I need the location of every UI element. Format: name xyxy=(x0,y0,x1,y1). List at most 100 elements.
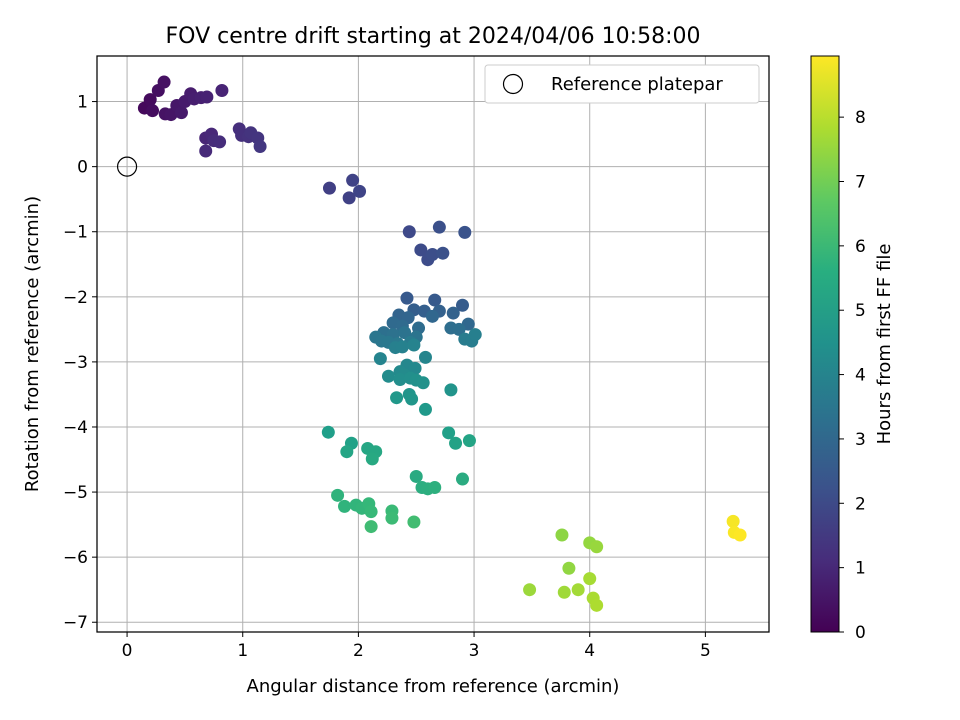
plot-frame xyxy=(96,55,770,633)
colorbar-ticks: 0 1 2 3 4 5 6 7 8 xyxy=(839,108,866,643)
data-point xyxy=(338,499,352,513)
legend-box xyxy=(484,64,760,104)
data-points xyxy=(137,75,747,612)
data-point xyxy=(407,515,421,529)
data-point xyxy=(146,104,160,118)
colorbar-tick-label: 5 xyxy=(855,301,866,321)
data-point xyxy=(428,293,442,307)
chart-title: FOV centre drift starting at 2024/04/06 … xyxy=(166,24,701,49)
y-tick-label: −2 xyxy=(63,288,88,308)
data-point xyxy=(215,83,229,97)
data-point xyxy=(462,434,476,448)
data-point xyxy=(455,298,469,312)
legend-label: Reference platepar xyxy=(551,74,723,95)
reference-platepar-marker xyxy=(116,156,138,177)
data-point xyxy=(322,181,336,195)
data-point xyxy=(468,328,482,342)
data-point xyxy=(393,372,407,386)
data-point xyxy=(400,291,414,305)
data-point xyxy=(436,246,450,260)
colorbar xyxy=(810,55,840,633)
x-axis-label: Angular distance from reference (arcmin) xyxy=(247,676,620,697)
colorbar-tick-label: 0 xyxy=(855,623,866,643)
data-point xyxy=(557,585,571,599)
data-point xyxy=(425,309,439,323)
x-tick-label: 5 xyxy=(700,641,711,661)
colorbar-tick-label: 6 xyxy=(855,237,866,257)
colorbar-tick-label: 2 xyxy=(855,494,866,514)
colorbar-tick-label: 4 xyxy=(855,366,866,386)
y-tick-label: 1 xyxy=(77,93,88,113)
grid xyxy=(97,56,769,632)
data-point xyxy=(523,583,537,597)
data-point xyxy=(321,425,335,439)
data-point xyxy=(340,445,354,459)
x-tick-label: 4 xyxy=(584,641,595,661)
data-point xyxy=(381,369,395,383)
data-point xyxy=(253,139,267,153)
data-point xyxy=(452,322,466,336)
data-point xyxy=(418,350,432,364)
colorbar-tick-label: 7 xyxy=(855,172,866,192)
data-point xyxy=(408,361,422,375)
data-point xyxy=(143,93,157,107)
x-axis-ticks: 0 1 2 3 4 5 xyxy=(122,632,711,661)
data-point xyxy=(398,326,412,340)
x-tick-label: 1 xyxy=(237,641,248,661)
y-tick-label: −3 xyxy=(63,353,88,373)
data-point xyxy=(590,598,604,612)
data-point xyxy=(409,469,423,483)
reference-marker-group xyxy=(116,156,138,177)
data-point xyxy=(373,352,387,366)
data-point xyxy=(562,561,576,575)
data-point xyxy=(342,191,356,205)
data-point xyxy=(346,173,360,187)
data-point xyxy=(555,528,569,542)
data-point xyxy=(571,583,585,597)
data-point xyxy=(365,452,379,466)
data-point xyxy=(416,376,430,390)
y-tick-label: −5 xyxy=(63,483,88,503)
data-point xyxy=(428,481,442,495)
data-point xyxy=(444,383,458,397)
data-point xyxy=(446,306,460,320)
y-axis-label: Rotation from reference (arcmin) xyxy=(22,196,43,492)
data-point xyxy=(353,184,367,198)
data-point xyxy=(402,225,416,239)
y-tick-label: −4 xyxy=(63,418,88,438)
data-point xyxy=(418,402,432,416)
data-point xyxy=(590,540,604,554)
colorbar-tick-label: 1 xyxy=(855,559,866,579)
data-point xyxy=(449,436,463,450)
data-point xyxy=(458,225,472,239)
x-tick-label: 2 xyxy=(353,641,364,661)
x-tick-label: 0 xyxy=(122,641,133,661)
data-point xyxy=(157,75,171,89)
y-tick-label: −1 xyxy=(63,223,88,243)
y-tick-label: −6 xyxy=(63,548,88,568)
x-tick-label: 3 xyxy=(469,641,480,661)
data-point xyxy=(407,338,421,352)
data-point xyxy=(364,520,378,534)
colorbar-tick-label: 8 xyxy=(855,108,866,128)
data-point xyxy=(390,391,404,405)
y-axis-ticks: 1 0 −1 −2 −3 −4 −5 −6 −7 xyxy=(63,93,97,633)
data-point xyxy=(414,243,428,257)
y-tick-label: −7 xyxy=(63,613,88,633)
legend-marker xyxy=(502,73,524,95)
legend: Reference platepar xyxy=(484,64,760,104)
colorbar-tick-label: 3 xyxy=(855,430,866,450)
data-point xyxy=(455,472,469,486)
data-point xyxy=(385,511,399,525)
data-point xyxy=(733,528,747,542)
data-point xyxy=(213,135,227,149)
data-point xyxy=(199,144,213,158)
data-point xyxy=(200,90,214,104)
data-point xyxy=(395,340,409,354)
data-point xyxy=(583,572,597,586)
colorbar-label: Hours from first FF file xyxy=(874,244,895,445)
data-point xyxy=(364,505,378,519)
data-point xyxy=(726,514,740,528)
data-point xyxy=(432,220,446,234)
